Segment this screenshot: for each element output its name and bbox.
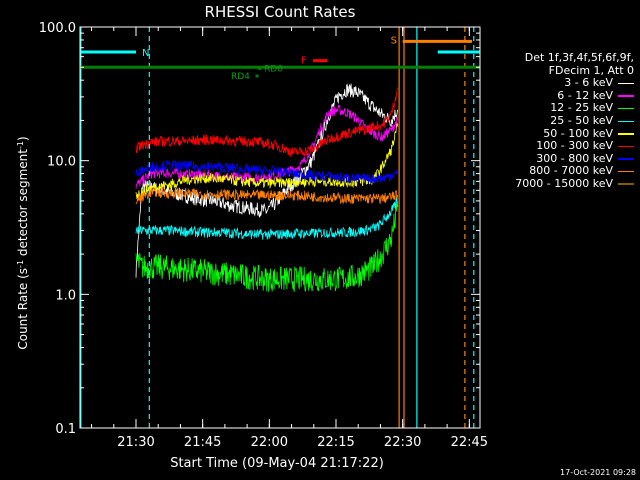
x-tick-label-3: 22:15 bbox=[317, 435, 354, 450]
y-tick-label-3: 100.0 bbox=[39, 21, 76, 36]
legend-entry: 3 - 6 keV bbox=[478, 77, 634, 90]
series-line-7 bbox=[135, 186, 399, 205]
timestamp: 17-Oct-2021 09:28 bbox=[560, 468, 636, 477]
legend-swatch bbox=[618, 133, 634, 135]
rd4-marker bbox=[255, 74, 259, 78]
y-tick-label-0: 0.1 bbox=[55, 422, 76, 437]
x-tick-label-1: 21:45 bbox=[184, 435, 221, 450]
x-tick-label-0: 21:30 bbox=[117, 435, 154, 450]
axes: 0.1 1.0 10.0 100.0 21:30 21:45 22:00 22:15 22:30… bbox=[39, 21, 488, 450]
legend-entry: 6 - 12 keV bbox=[478, 88, 634, 103]
x-tick-label-5: 22:45 bbox=[451, 435, 488, 450]
legend-swatch bbox=[618, 82, 634, 85]
legend-swatch bbox=[618, 107, 634, 110]
legend-swatch bbox=[618, 170, 634, 173]
series-line-1 bbox=[135, 104, 399, 189]
x-axis-label: Start Time (09-May-04 21:17:22) bbox=[170, 456, 384, 471]
legend-entries: 3 - 6 keV 6 - 12 keV 12 - 25 keV 25 - 50 ke… bbox=[478, 77, 634, 190]
legend-entry: 50 - 100 keV bbox=[478, 126, 634, 141]
x-tick-label-2: 22:00 bbox=[251, 435, 288, 450]
legend: Det 1f,3f,4f,5f,6f,9f, FDecim 1, Att 0 3… bbox=[478, 51, 634, 191]
legend-entry-label: 50 - 100 keV bbox=[543, 126, 613, 140]
y-axis-label-mid: detector segment bbox=[16, 149, 30, 260]
legend-swatch bbox=[618, 120, 634, 123]
legend-entry-label: 25 - 50 keV bbox=[550, 113, 613, 127]
legend-entry: 12 - 25 keV bbox=[478, 102, 634, 115]
legend-entry-label: 6 - 12 keV bbox=[557, 88, 613, 102]
legend-entry: 7000 - 15000 keV bbox=[478, 176, 634, 191]
legend-swatch bbox=[618, 183, 634, 185]
legend-entry: 25 - 50 keV bbox=[478, 113, 634, 128]
f-flag-label: F bbox=[301, 56, 307, 67]
y-axis-label-end: ) bbox=[16, 136, 30, 141]
legend-entry: 100 - 300 keV bbox=[478, 140, 634, 153]
legend-entry: 300 - 800 keV bbox=[478, 151, 634, 166]
series-line-6 bbox=[135, 159, 399, 185]
y-axis-label-sup2: -1 bbox=[16, 141, 25, 149]
legend-header-line1: Det 1f,3f,4f,5f,6f,9f, bbox=[524, 51, 634, 64]
chart-title: RHESSI Count Rates bbox=[205, 3, 356, 21]
legend-entry-label: 300 - 800 keV bbox=[536, 151, 613, 165]
legend-entry-label: 3 - 6 keV bbox=[564, 76, 613, 90]
legend-entry-label: 800 - 7000 keV bbox=[529, 164, 613, 178]
legend-swatch bbox=[618, 95, 634, 97]
s-flag-label: S bbox=[391, 35, 397, 46]
y-tick-label-2: 10.0 bbox=[47, 155, 76, 170]
rd0-marker bbox=[258, 66, 261, 70]
legend-entry-label: 100 - 300 keV bbox=[536, 139, 613, 153]
legend-swatch bbox=[618, 145, 634, 148]
n-flag-label: N bbox=[142, 48, 149, 59]
y-axis-label-sup1: -1 bbox=[16, 260, 25, 268]
rd0-label: RD0 bbox=[264, 64, 283, 74]
legend-swatch bbox=[618, 158, 634, 160]
y-tick-label-1: 1.0 bbox=[55, 288, 76, 303]
y-axis-label: Count Rate (s-1 detector segment-1) bbox=[16, 136, 30, 349]
legend-entry: 800 - 7000 keV bbox=[478, 165, 634, 178]
plot-frame bbox=[79, 26, 481, 429]
legend-entry-label: 7000 - 15000 keV bbox=[515, 176, 613, 190]
legend-entry-label: 12 - 25 keV bbox=[550, 101, 613, 115]
series-line-5 bbox=[135, 87, 398, 157]
legend-header-line2: FDecim 1, Att 0 bbox=[548, 63, 634, 77]
x-tick-label-4: 22:30 bbox=[384, 435, 421, 450]
plot-area: N S F RD0 RD4 bbox=[80, 27, 480, 428]
series-line-3 bbox=[135, 195, 398, 240]
rd4-label: RD4 bbox=[231, 72, 250, 82]
series-line-2 bbox=[135, 201, 399, 292]
series-line-4 bbox=[135, 123, 399, 200]
y-axis-label-main: Count Rate (s bbox=[16, 268, 30, 350]
